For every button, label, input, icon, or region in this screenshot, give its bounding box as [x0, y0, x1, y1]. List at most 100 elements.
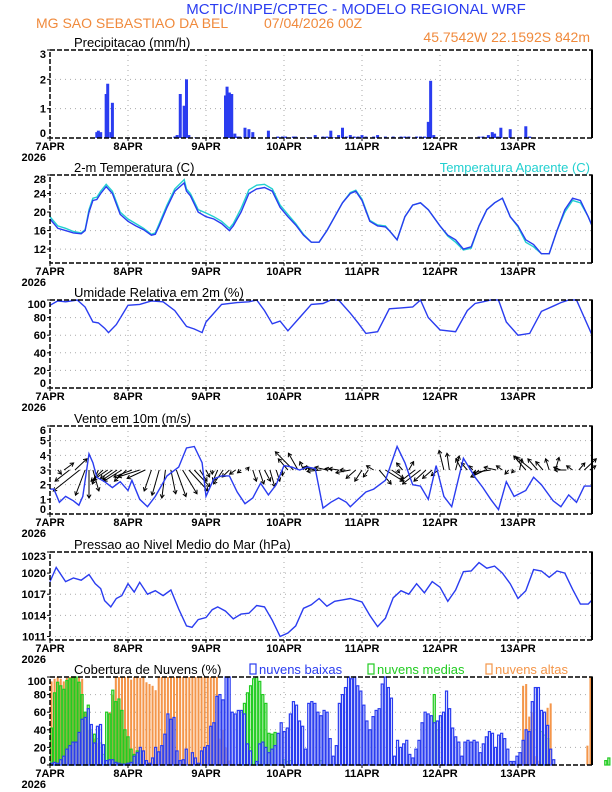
cloud-bar-low — [466, 739, 470, 766]
x-tick-label: 9APR — [191, 266, 220, 278]
cloud-bar-low — [539, 709, 544, 766]
wind-vector — [578, 462, 586, 471]
cloud-bar-low — [334, 745, 338, 766]
x-tick-label: 12APR — [422, 643, 458, 655]
wind-arrowhead — [409, 460, 415, 466]
x-tick-label: 8APR — [113, 517, 142, 529]
wind-vector — [400, 469, 416, 482]
cloud-bar-low — [141, 750, 146, 766]
wind-arrowhead — [69, 462, 75, 467]
x-tick-label: 13APR — [500, 391, 536, 403]
wind-arrowhead — [126, 474, 132, 480]
cloud-bar-low — [493, 746, 498, 766]
cloud-bar-low — [68, 745, 72, 766]
precip-bar — [493, 133, 497, 138]
x-tick-label: 11APR — [345, 141, 380, 153]
cloud-bar-low — [150, 757, 155, 766]
cloud-bar-low — [444, 690, 449, 766]
cloud-bar-mid — [105, 711, 109, 766]
cloud-bar-low — [536, 686, 541, 766]
cloud-bar-low — [545, 724, 550, 766]
wind-arrowhead — [159, 494, 165, 499]
cloud-bar-low — [304, 748, 308, 766]
wind-vector — [92, 469, 100, 492]
y-tick-label: 2 — [40, 74, 46, 86]
wind-arrowhead — [172, 489, 178, 495]
precip-bar — [106, 83, 110, 138]
cloud-bar-high — [191, 677, 194, 765]
wind-arrowhead — [205, 472, 211, 478]
run-time: 07/04/2026 00Z — [264, 15, 363, 31]
precip-bar — [403, 136, 407, 138]
cloud-bar-high — [120, 677, 123, 765]
cloud-bar-low — [154, 746, 158, 766]
cloud-bar-low — [285, 727, 289, 766]
cloud-bar-mid — [120, 709, 124, 766]
cloud-bar-low — [245, 743, 250, 766]
y-tick-label: 24 — [34, 189, 47, 201]
cloud-bar-low — [380, 683, 384, 766]
cloud-bar-low — [267, 752, 271, 766]
cloud-bar-low — [500, 732, 504, 766]
cloud-bar-low — [457, 741, 461, 766]
cloud-bar-low — [365, 720, 369, 766]
wind-vector — [103, 469, 123, 482]
y-tick-label: 16 — [34, 226, 46, 238]
cloud-bar-high — [74, 677, 78, 765]
precip-bar — [528, 136, 532, 138]
wind-vector — [258, 469, 265, 485]
cloud-bar-low — [157, 751, 161, 766]
cloud-bar-low — [175, 750, 179, 766]
cloud-bar-low — [377, 708, 381, 766]
wind-arrowhead — [209, 470, 215, 476]
wind-vector — [328, 468, 339, 471]
cloud-bar-low — [383, 676, 387, 766]
cloud-bar-low — [80, 718, 84, 766]
cloud-bar-low — [368, 729, 372, 766]
cloud-bar-low — [503, 737, 507, 766]
cloud-bar-low — [454, 736, 458, 766]
cloud-bar-low — [549, 748, 553, 766]
wind-arrowhead — [395, 462, 401, 468]
panel-title: 2-m Temperatura (C) — [74, 160, 194, 175]
x-tick-label: 9APR — [191, 643, 220, 655]
cloud-bar-low — [166, 713, 170, 766]
panel-title: Cobertura de Nuvens (%) — [74, 662, 221, 677]
x-tick-label: 11APR — [345, 768, 380, 780]
cloud-bar-low — [190, 752, 195, 766]
cloud-bar-high — [139, 677, 142, 765]
cloud-bar-low — [52, 761, 57, 766]
y-tick-label: 3 — [40, 49, 46, 61]
y-tick-label: 20 — [34, 742, 46, 754]
x-tick-label: 10APR — [266, 768, 302, 780]
cloud-bar-low — [322, 709, 326, 766]
legend-label: nuvens medias — [377, 662, 465, 677]
wind-vector — [75, 469, 86, 496]
cloud-bar-low — [389, 697, 394, 766]
cloud-bar-low — [432, 722, 436, 766]
cloud-bar-low — [460, 755, 464, 766]
x-tick-label: 13APR — [500, 141, 536, 153]
wind-vector — [363, 469, 369, 478]
panel-title: Pressao ao Nivel Medio do Mar (hPa) — [74, 537, 291, 552]
wind-vector — [114, 469, 127, 482]
precip-bar — [348, 135, 352, 138]
cloud-bar-high — [50, 681, 53, 765]
y-tick-label: 20 — [34, 207, 46, 219]
wind-vector — [170, 469, 177, 494]
precip-bar — [376, 135, 380, 138]
station-name: MG SAO SEBASTIAO DA BEL — [36, 15, 228, 31]
panel-1: 0 1 2 3 7APR 8APR 9APR 10APR 11APR 12APR 13APR 2026… — [22, 35, 593, 164]
x-tick-label: 8APR — [113, 643, 142, 655]
cloud-bar-high — [71, 677, 74, 765]
cloud-bar-mid — [111, 689, 115, 766]
wind-arrowhead — [334, 469, 340, 475]
cloud-bar-low — [307, 702, 311, 766]
wind-vector — [455, 455, 460, 471]
wind-vector — [345, 469, 357, 479]
cloud-bar-high — [78, 677, 81, 765]
wind-arrowhead — [274, 451, 280, 456]
cloud-bar-low — [472, 739, 476, 766]
cloud-bar-low — [398, 746, 403, 766]
cloud-bar-high — [111, 694, 114, 765]
